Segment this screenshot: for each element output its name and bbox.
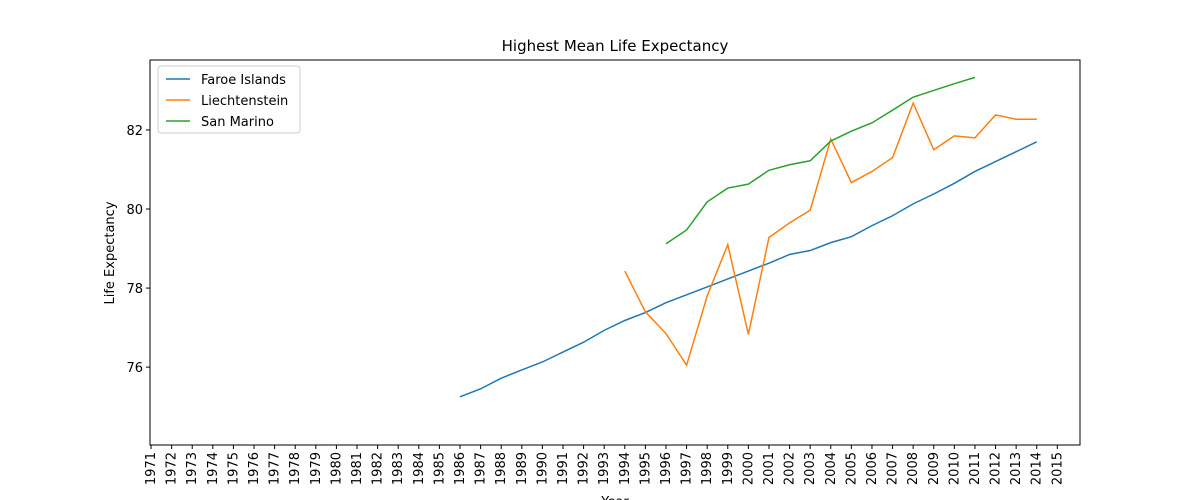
x-tick-label: 2003	[803, 452, 818, 485]
x-tick-label: 1985	[432, 452, 447, 485]
x-tick-label: 1989	[515, 452, 530, 485]
x-tick-label: 1988	[494, 452, 509, 485]
x-tick-label: 1993	[597, 452, 612, 485]
x-tick-label: 1980	[329, 452, 344, 485]
series-line	[665, 76, 976, 245]
x-tick-label: 2006	[865, 452, 880, 485]
x-tick-label: 1972	[165, 452, 180, 485]
chart-title: Highest Mean Life Expectancy	[502, 37, 729, 55]
x-tick-label: 1978	[288, 452, 303, 485]
x-tick-label: 2004	[824, 452, 839, 485]
x-tick-label: 1977	[268, 452, 283, 485]
x-tick-label: 1975	[226, 452, 241, 485]
legend-label: Liechtenstein	[201, 94, 288, 109]
x-tick-label: 1987	[474, 452, 489, 485]
x-tick-label: 1983	[391, 452, 406, 485]
y-tick-label: 78	[126, 282, 143, 297]
x-tick-label: 1991	[556, 452, 571, 485]
x-tick-label: 1990	[535, 452, 550, 485]
x-tick-label: 1986	[453, 452, 468, 485]
x-tick-label: 2007	[886, 452, 901, 485]
legend-label: Faroe Islands	[201, 73, 286, 88]
y-tick-label: 76	[126, 361, 143, 376]
x-tick-label: 1992	[577, 452, 592, 485]
x-tick-label: 2000	[741, 452, 756, 485]
x-tick-label: 1971	[144, 452, 159, 485]
x-tick-label: 1999	[721, 452, 736, 485]
x-tick-label: 2011	[968, 452, 983, 485]
y-axis-label: Life Expectancy	[103, 201, 118, 304]
series-line	[459, 141, 1038, 398]
y-tick-label: 80	[126, 203, 143, 218]
x-tick-label: 2010	[947, 452, 962, 485]
x-tick-label: 1984	[412, 452, 427, 485]
legend-box	[157, 65, 301, 134]
x-tick-label: 2014	[1030, 452, 1045, 485]
x-tick-label: 2009	[927, 452, 942, 485]
x-tick-label: 2013	[1009, 452, 1024, 485]
x-tick-label: 1974	[206, 452, 221, 485]
x-tick-label: 1973	[185, 452, 200, 485]
x-tick-label: 1995	[638, 452, 653, 485]
x-tick-label: 1982	[371, 452, 386, 485]
x-tick-label: 2015	[1050, 452, 1065, 485]
x-tick-label: 1997	[680, 452, 695, 485]
x-tick-label: 1994	[618, 452, 633, 485]
x-axis-label: Year	[600, 495, 629, 500]
x-tick-label: 2008	[906, 452, 921, 485]
x-tick-label: 1998	[700, 452, 715, 485]
legend-label: San Marino	[201, 115, 274, 130]
x-tick-label: 1976	[247, 452, 262, 485]
plot-frame	[149, 59, 1081, 446]
y-tick-label: 82	[126, 124, 143, 139]
x-tick-label: 1979	[309, 452, 324, 485]
x-tick-label: 1996	[659, 452, 674, 485]
x-tick-label: 2012	[989, 452, 1004, 485]
series-line	[624, 101, 1037, 367]
x-tick-label: 2002	[783, 452, 798, 485]
x-tick-label: 2001	[762, 452, 777, 485]
x-tick-label: 2005	[844, 452, 859, 485]
x-tick-label: 1981	[350, 452, 365, 485]
